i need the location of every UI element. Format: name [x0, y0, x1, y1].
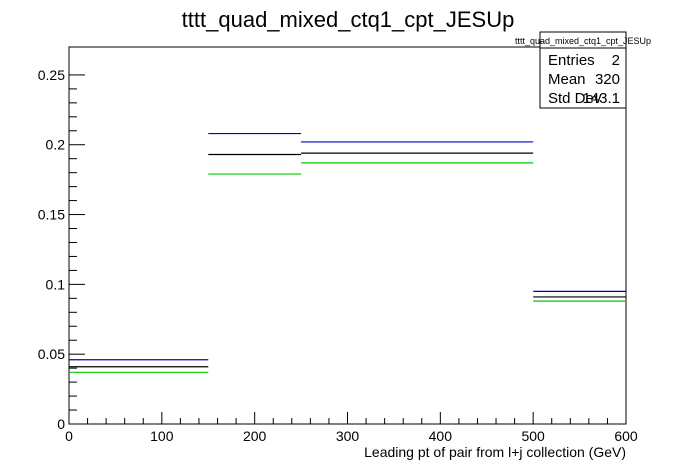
stats-box-frame: [539, 31, 627, 109]
stats-stddev-value: 143.1: [582, 90, 620, 107]
x-tick-label: 300: [336, 428, 360, 444]
series-2: [69, 152, 626, 368]
x-tick-label: 0: [65, 428, 73, 444]
y-tick-label: 0.1: [46, 276, 66, 292]
stats-entries-value: 2: [612, 52, 620, 69]
x-tick-label: 200: [243, 428, 267, 444]
y-tick-label: 0.25: [38, 67, 65, 83]
series-group: [69, 132, 626, 373]
stats-box-title: tttt_quad_mixed_ctq1_cpt_JESUp: [515, 36, 651, 46]
y-tick-label: 0: [57, 416, 65, 432]
y-tick-label: 0.15: [38, 207, 65, 223]
x-axis-label: Leading pt of pair from l+j collection (…: [364, 444, 626, 460]
x-tick-label: 400: [429, 428, 453, 444]
x-tick-label: 500: [521, 428, 545, 444]
y-tick-label: 0.05: [38, 346, 65, 362]
stats-box: tttt_quad_mixed_ctq1_cpt_JESUp Entries 2…: [515, 31, 651, 109]
series-3: [69, 162, 626, 373]
stats-mean-value: 320: [595, 71, 620, 88]
y-tick-label: 0.2: [46, 137, 66, 153]
stats-mean-label: Mean: [548, 71, 586, 88]
stats-stddev-label: Std Dev: [548, 90, 602, 107]
stats-entries-label: Entries: [548, 52, 595, 69]
series-1: [69, 132, 626, 361]
axes-group: 0 0.05 0.1 0.15 0.2 0.25 0 100 200 300 400 500 600: [38, 67, 638, 444]
x-tick-label: 100: [150, 428, 174, 444]
x-tick-label: 600: [614, 428, 638, 444]
chart-title: tttt_quad_mixed_ctq1_cpt_JESUp: [182, 7, 515, 32]
